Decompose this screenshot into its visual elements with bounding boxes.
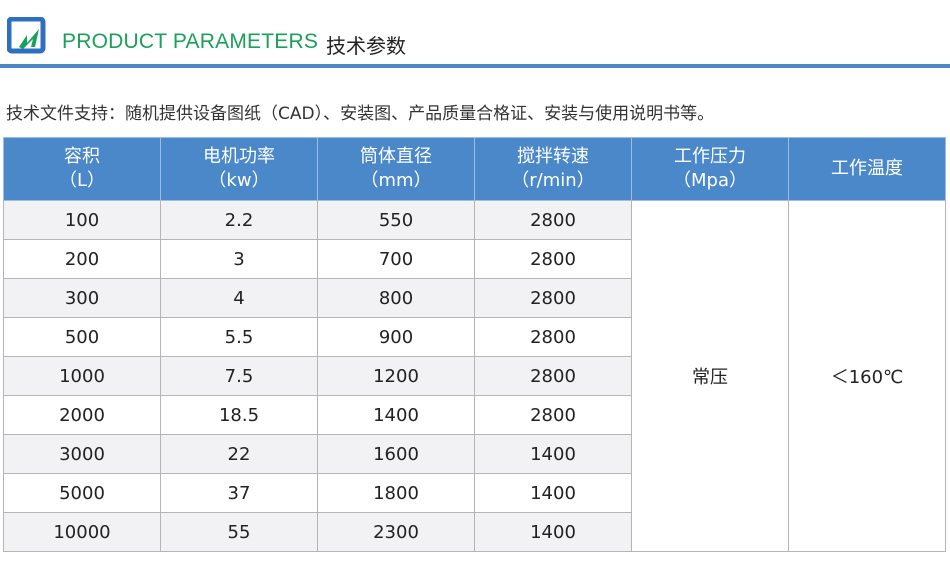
column-header: 工作压力 （Mpa） xyxy=(631,137,789,201)
title-english: PRODUCT PARAMETERS xyxy=(62,30,319,53)
column-header: 电机功率 （kw） xyxy=(160,137,318,201)
table-cell: 1800 xyxy=(317,473,475,513)
table-row: 5000 37 1800 1400 xyxy=(3,473,946,513)
table-cell: 3000 xyxy=(3,434,161,474)
column-unit: （kw） xyxy=(208,170,270,191)
table-cell: 1200 xyxy=(317,356,475,396)
column-name: 电机功率 xyxy=(203,146,275,167)
column-header: 筒体直径 （mm） xyxy=(317,137,475,201)
table-cell: 3 xyxy=(160,239,318,279)
table-cell: 2800 xyxy=(474,200,632,240)
header-divider xyxy=(0,64,950,68)
temperature-cell: ＜160℃ xyxy=(788,200,946,552)
table-cell: 900 xyxy=(317,317,475,357)
table-cell: 800 xyxy=(317,278,475,318)
column-name: 工作压力 xyxy=(674,146,746,167)
table-cell: 550 xyxy=(317,200,475,240)
technical-documents-note: 技术文件支持：随机提供设备图纸（CAD）、安装图、产品质量合格证、安装与使用说明… xyxy=(6,104,715,124)
table-cell: 22 xyxy=(160,434,318,474)
product-logo-icon xyxy=(7,17,46,54)
table-cell: 1400 xyxy=(474,473,632,513)
table-cell: 37 xyxy=(160,473,318,513)
table-cell: 2.2 xyxy=(160,200,318,240)
table-cell: 2800 xyxy=(474,317,632,357)
table-cell: 200 xyxy=(3,239,161,279)
column-unit: （Mpa） xyxy=(673,170,747,191)
table-row: 500 5.5 900 2800 xyxy=(3,317,946,357)
column-name: 筒体直径 xyxy=(360,146,432,167)
table-header-row: 容积 （L） 电机功率 （kw） 筒体直径 （mm） 搅拌转速 （r/min） 工作压力 （Mpa… xyxy=(3,137,946,201)
table-cell: 1400 xyxy=(474,434,632,474)
pressure-cell: 常压 xyxy=(631,200,789,552)
table-cell: 2800 xyxy=(474,395,632,435)
table-cell: 4 xyxy=(160,278,318,318)
table-cell: 300 xyxy=(3,278,161,318)
table-cell: 100 xyxy=(3,200,161,240)
table-cell: 1400 xyxy=(474,512,632,552)
table-cell: 1400 xyxy=(317,395,475,435)
table-cell: 5.5 xyxy=(160,317,318,357)
table-row: 1000 7.5 1200 2800 xyxy=(3,356,946,396)
table-cell: 7.5 xyxy=(160,356,318,396)
table-cell: 18.5 xyxy=(160,395,318,435)
table-cell: 1000 xyxy=(3,356,161,396)
table-cell: 55 xyxy=(160,512,318,552)
table-row: 10000 55 2300 1400 xyxy=(3,512,946,552)
table-row: 2000 18.5 1400 2800 xyxy=(3,395,946,435)
table-row: 100 2.2 550 2800 常压 ＜160℃ xyxy=(3,200,946,552)
column-unit: （mm） xyxy=(360,170,432,191)
column-name: 容积 xyxy=(64,146,100,167)
column-header: 容积 （L） xyxy=(3,137,161,201)
title-chinese: 技术参数 xyxy=(326,34,406,58)
table-cell: 500 xyxy=(3,317,161,357)
table-cell: 1600 xyxy=(317,434,475,474)
column-unit: （L） xyxy=(58,170,106,191)
table-cell: 2800 xyxy=(474,239,632,279)
table-row: 3000 22 1600 1400 xyxy=(3,434,946,474)
table-row: 200 3 700 2800 xyxy=(3,239,946,279)
column-header: 搅拌转速 （r/min） xyxy=(474,137,632,201)
table-row: 300 4 800 2800 xyxy=(3,278,946,318)
table-cell: 2300 xyxy=(317,512,475,552)
table-cell: 2800 xyxy=(474,278,632,318)
table-cell: 10000 xyxy=(3,512,161,552)
table-cell: 700 xyxy=(317,239,475,279)
column-name: 搅拌转速 xyxy=(517,146,589,167)
column-header: 工作温度 xyxy=(788,137,946,201)
table-cell: 5000 xyxy=(3,473,161,513)
table-cell: 2800 xyxy=(474,356,632,396)
table-cell: 2000 xyxy=(3,395,161,435)
column-unit: （r/min） xyxy=(511,170,595,191)
parameters-table: 容积 （L） 电机功率 （kw） 筒体直径 （mm） 搅拌转速 （r/min） 工作压力 （Mpa… xyxy=(3,137,946,552)
column-name: 工作温度 xyxy=(831,158,903,179)
